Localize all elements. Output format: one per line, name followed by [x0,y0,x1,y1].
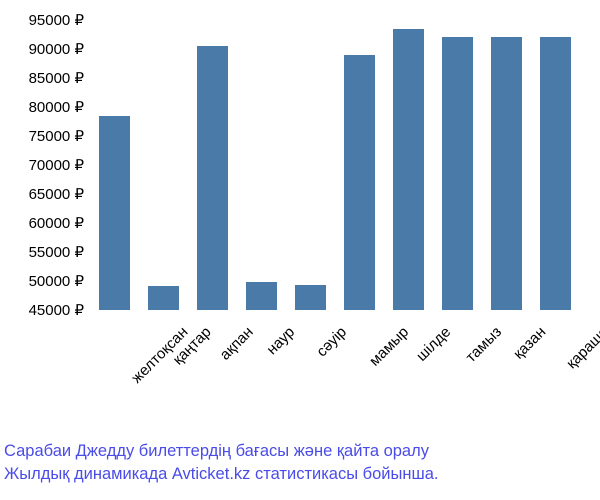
plot-area [90,20,580,310]
bar [295,285,325,310]
bar [197,46,227,310]
bar [442,37,472,310]
y-tick-label: 85000 ₽ [29,69,84,87]
x-tick-label: қараша [563,323,600,372]
bar-chart: 45000 ₽ 50000 ₽ 55000 ₽ 60000 ₽ 65000 ₽ 70000… [0,20,600,360]
bar [540,37,570,310]
bar [344,55,374,310]
y-tick-label: 95000 ₽ [29,11,84,29]
y-tick-label: 60000 ₽ [29,214,84,232]
y-tick-label: 80000 ₽ [29,98,84,116]
bar [99,116,129,310]
bar [393,29,423,310]
x-tick-label: наур [263,323,298,358]
y-tick-label: 50000 ₽ [29,272,84,290]
bar [148,286,178,310]
x-tick-label: мамыр [366,323,412,369]
y-tick-label: 65000 ₽ [29,185,84,203]
y-axis: 45000 ₽50000 ₽55000 ₽60000 ₽65000 ₽70000… [0,20,90,310]
y-tick-label: 55000 ₽ [29,243,84,261]
y-tick-label: 90000 ₽ [29,40,84,58]
chart-caption: Сарабаи Джедду билеттердің бағасы және қ… [0,440,600,486]
bar [491,37,521,310]
y-tick-label: 70000 ₽ [29,156,84,174]
x-tick-label: ақпан [216,323,256,363]
x-tick-label: шілде [413,323,454,364]
caption-line-1: Сарабаи Джедду билеттердің бағасы және қ… [4,440,592,463]
bar [246,282,276,310]
x-tick-label: сәуір [313,323,350,360]
y-tick-label: 45000 ₽ [29,301,84,319]
y-tick-label: 75000 ₽ [29,127,84,145]
caption-line-2: Жылдық динамикада Avticket.kz статистика… [4,463,592,486]
x-tick-label: қазан [510,323,549,362]
x-axis: желтоқсанқаңтарақпаннаурсәуірмамыршілдет… [90,315,580,435]
x-tick-label: тамыз [462,323,504,365]
